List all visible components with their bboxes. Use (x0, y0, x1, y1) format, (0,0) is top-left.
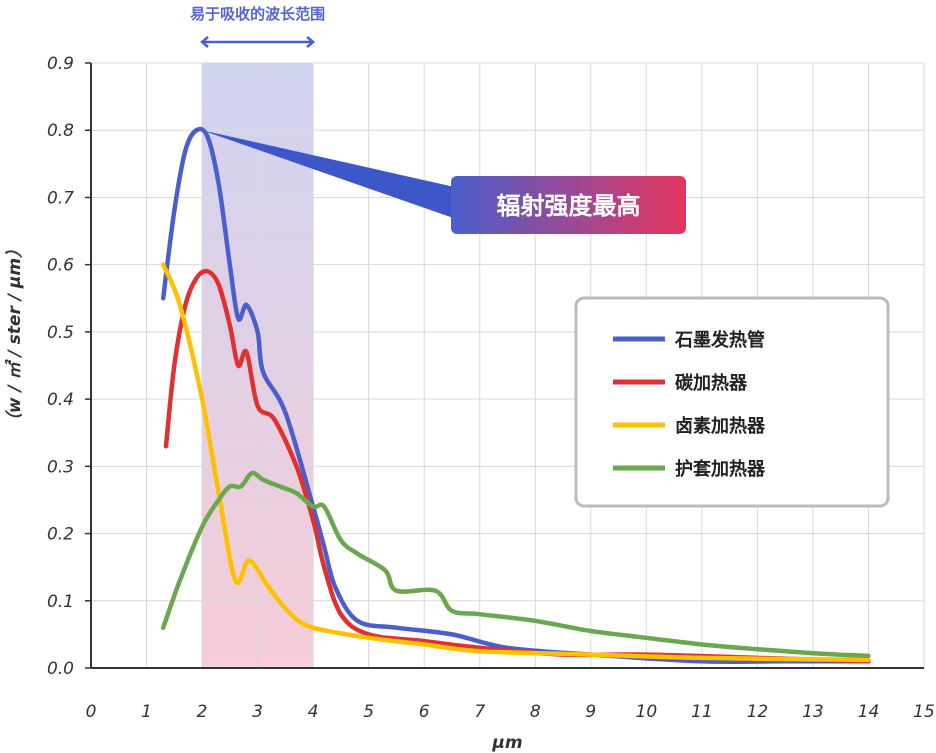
x-tick-label: 10 (636, 702, 658, 722)
x-tick-labels: 0 1 2 3 4 5 6 7 8 9 10 11 12 13 14 15 (86, 702, 935, 722)
y-tick-label: 0.0 (47, 659, 74, 679)
legend-label-3: 卤素加热器 (675, 415, 766, 437)
x-tick-label: 3 (252, 702, 263, 722)
x-tick-label: 12 (747, 702, 769, 722)
y-tick-label: 0.6 (47, 256, 74, 276)
absorption-band-label: 易于吸收的波长范围 (190, 5, 325, 23)
y-tick-label: 0.7 (47, 188, 74, 208)
x-tick-label: 5 (363, 702, 374, 722)
x-tick-label: 2 (197, 702, 208, 722)
y-tick-label: 0.8 (47, 121, 74, 141)
y-tick-label: 0.3 (47, 457, 74, 477)
x-tick-label: 9 (585, 702, 596, 722)
x-tick-label: 0 (86, 702, 97, 722)
peak-callout-text: 辐射强度最高 (497, 192, 641, 220)
x-tick-label: 13 (802, 702, 824, 722)
peak-callout-pointer (202, 130, 460, 220)
x-tick-label: 4 (308, 702, 319, 722)
legend-box (574, 296, 890, 508)
y-tick-label: 0.5 (47, 323, 74, 343)
y-axis-title: （w / ㎡ / ster / μm） (4, 241, 25, 430)
x-tick-label: 6 (419, 702, 430, 722)
legend-label-4: 护套加热器 (675, 458, 766, 480)
x-tick-label: 11 (691, 702, 713, 722)
y-tick-label: 0.1 (47, 592, 74, 612)
legend-label-2: 碳加热器 (675, 372, 748, 394)
x-tick-label: 1 (141, 702, 152, 722)
x-tick-label: 15 (913, 702, 935, 722)
peak-callout-box (451, 176, 686, 234)
y-tick-label: 0.9 (47, 54, 74, 74)
y-tick-label: 0.2 (47, 525, 74, 545)
x-tick-label: 14 (858, 702, 880, 722)
series-line-3 (160, 262, 871, 663)
x-tick-label: 7 (474, 702, 485, 722)
y-tick-label: 0.4 (47, 390, 74, 410)
legend-label-1: 石墨发热管 (674, 329, 765, 351)
axes (85, 62, 924, 669)
x-tick-label: 8 (530, 702, 541, 722)
series-line-4 (160, 470, 871, 659)
y-tick-labels: 0.0 0.1 0.2 0.3 0.4 0.5 0.6 0.7 0.8 0.9 (47, 54, 74, 679)
series-lines (160, 126, 871, 665)
x-axis-title: μm (491, 733, 522, 753)
absorption-band-bracket (200, 36, 316, 48)
